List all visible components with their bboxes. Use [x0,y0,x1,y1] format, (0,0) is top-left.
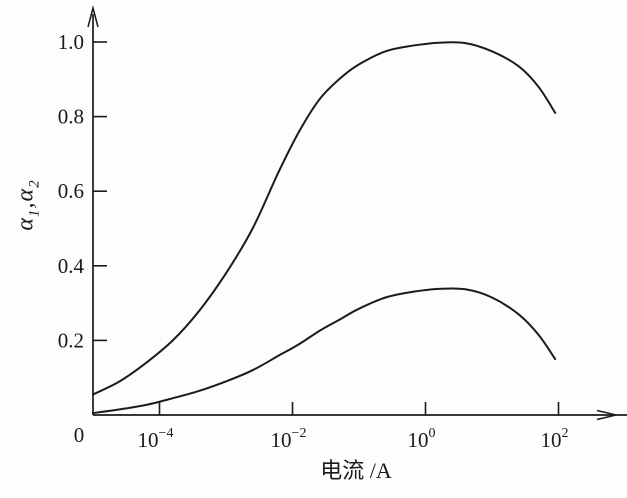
curve-alpha2 [92,287,557,415]
x-tick-label: 10−4 [138,426,174,452]
y-tick-label: 0.6 [58,179,84,203]
curves [92,41,557,415]
x-tick-label: 100 [408,426,436,452]
y-axis-title-text: α [12,217,39,231]
curve-alpha1 [92,41,557,396]
y-axis-title-text: ,α [12,187,39,209]
origin-label: 0 [74,423,85,447]
x-tick-label: 10−2 [271,426,307,452]
y-axis-title: α1,α2 [12,179,43,231]
x-axis-arrow-icon [596,409,617,421]
x-tick-label: 102 [541,426,569,452]
y-axis-title-sub: 1 [26,208,43,218]
y-tick-label: 1.0 [58,30,84,54]
y-tick-label: 0.2 [58,328,84,352]
y-axis-title-sub: 2 [26,179,43,188]
axes [87,5,627,421]
axis-ticks: 10−4 10−2 100 102 0 0.2 0.4 0.6 0.8 1.0 [58,30,569,452]
y-tick-label: 0.4 [58,254,85,278]
x-axis-title: 电流 /A [320,458,392,483]
y-tick-label: 0.8 [58,105,84,129]
y-axis-arrow-icon [87,5,99,28]
